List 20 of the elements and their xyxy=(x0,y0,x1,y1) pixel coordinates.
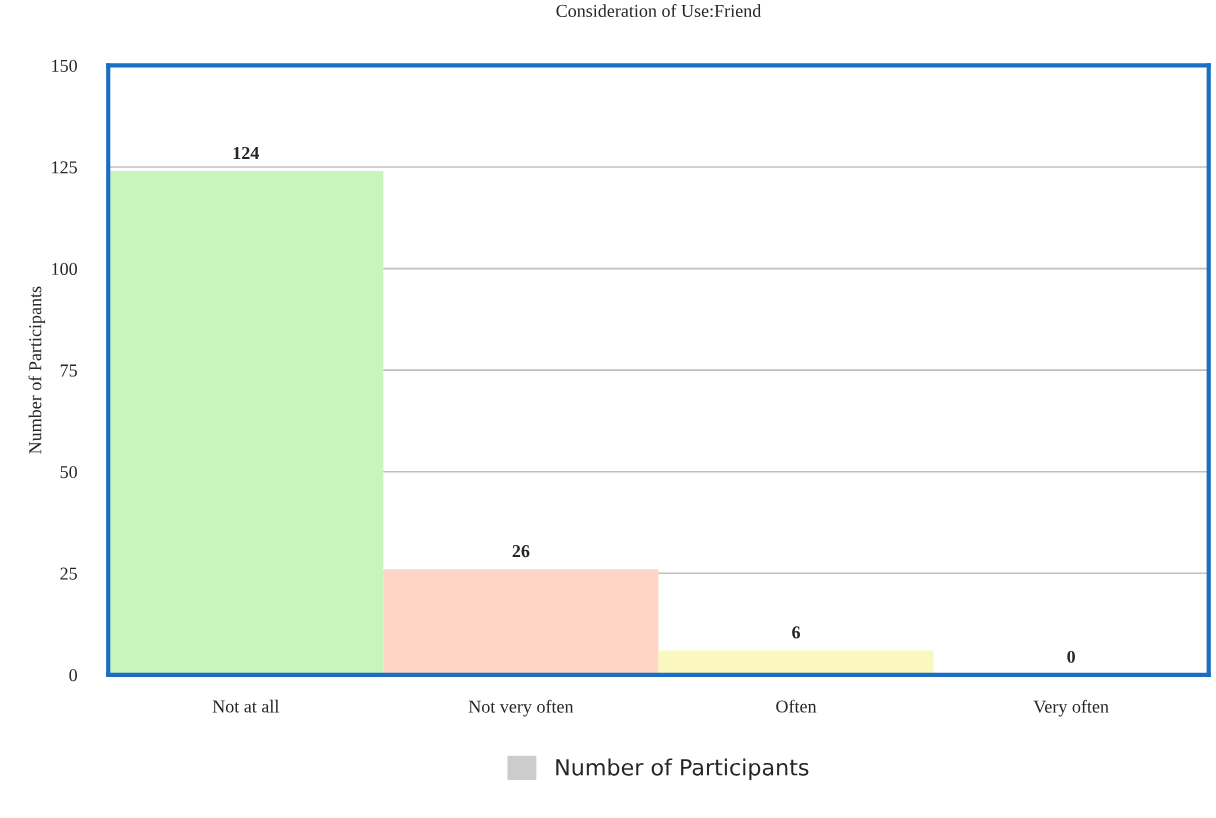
y-axis-title: Number of Participants xyxy=(28,286,46,454)
bar xyxy=(658,650,934,675)
x-tick-label: Not very often xyxy=(468,699,574,717)
x-tick-label: Often xyxy=(776,699,817,713)
y-tick-label: 25 xyxy=(60,567,77,580)
y-tick-label: 0 xyxy=(69,669,77,682)
y-tick-label: 50 xyxy=(60,465,77,479)
y-tick-label: 75 xyxy=(60,364,77,377)
y-tick-label: 100 xyxy=(52,262,77,276)
text: Number of Participants xyxy=(556,758,809,780)
x-tick-label: Very often xyxy=(1033,699,1109,717)
x-tick-label: Not at all xyxy=(212,699,280,713)
data-label: 6 xyxy=(792,626,801,639)
data-label: 26 xyxy=(512,545,530,558)
data-label: 124 xyxy=(233,146,259,159)
chart-title: Consideration of Use:Friend xyxy=(556,4,762,18)
bar xyxy=(383,569,659,675)
y-tick-label: 150 xyxy=(52,59,77,72)
y-tick-label: 125 xyxy=(52,161,77,174)
data-label: 0 xyxy=(1067,650,1075,663)
